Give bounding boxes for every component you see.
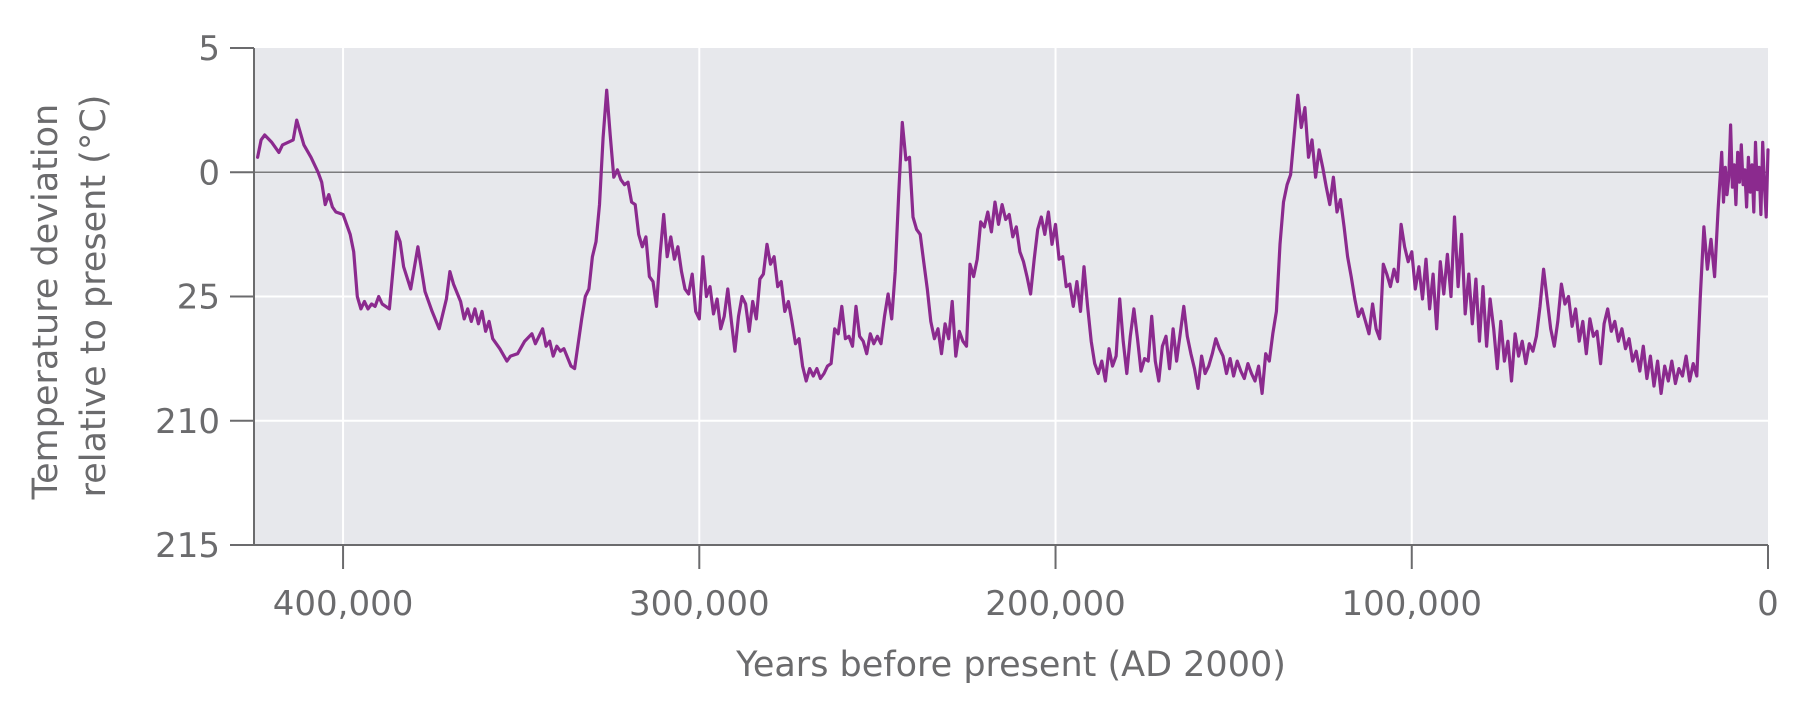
x-axis-title: Years before present (AD 2000): [735, 645, 1286, 685]
y-tick-label: 210: [155, 402, 220, 442]
y-axis-title: Temperature deviation relative to presen…: [26, 93, 114, 501]
y-axis-title-line-1: Temperature deviation: [26, 104, 66, 501]
temperature-series-line: [256, 88, 1770, 395]
grid-lines: [254, 48, 1768, 545]
x-axis-ticks: 400,000 300,000 200,000 100,000 0: [273, 545, 1779, 624]
x-tick-label: 300,000: [629, 584, 770, 624]
y-tick-label: 25: [177, 278, 220, 318]
x-tick-label: 100,000: [1341, 584, 1482, 624]
x-tick-label: 400,000: [273, 584, 414, 624]
y-tick-label: 0: [198, 153, 220, 193]
y-tick-label: 215: [155, 526, 220, 566]
x-tick-label: 0: [1757, 584, 1779, 624]
x-tick-label: 200,000: [985, 584, 1126, 624]
y-axis-ticks: 5 0 25 210 215: [155, 29, 254, 566]
y-tick-label: 5: [198, 29, 220, 69]
y-axis-title-line-2: relative to present (°C): [74, 95, 114, 498]
